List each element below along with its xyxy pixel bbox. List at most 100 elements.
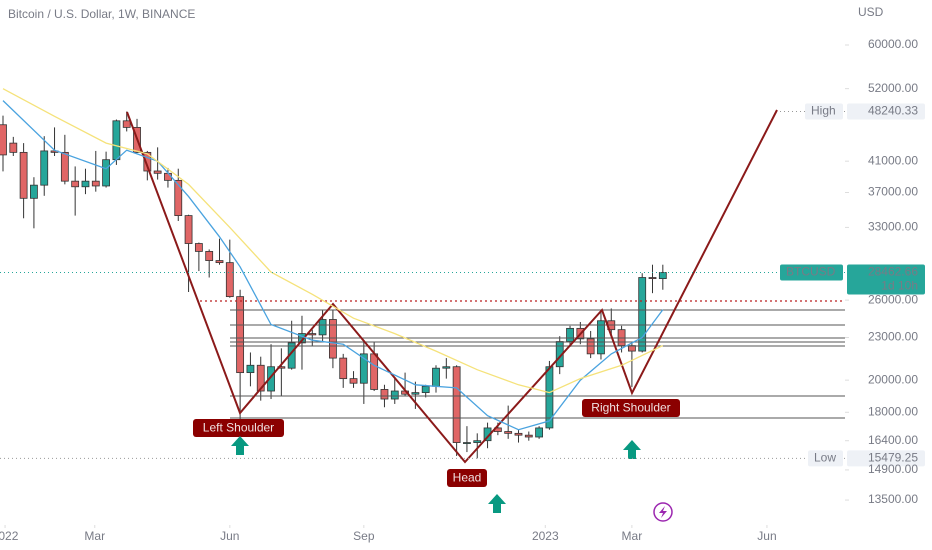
high-value-box [847, 103, 925, 120]
candle-body [81, 180, 90, 188]
x-tick-label: Mar [622, 529, 643, 543]
x-tick-label: 2022 [0, 529, 19, 543]
candle-body [30, 184, 38, 199]
low-label: Low [814, 450, 836, 464]
candle-body [514, 432, 523, 436]
candle-body [658, 272, 667, 280]
y-tick-label: 33000.00 [868, 220, 918, 234]
annotation: Head [453, 471, 482, 485]
high-label: High [811, 104, 836, 118]
candle-body [194, 243, 203, 252]
candle-body [566, 327, 574, 342]
annotation: Left Shoulder [203, 421, 274, 435]
x-tick-label: Jun [220, 529, 239, 543]
candle-body [308, 333, 317, 336]
annotation-box [193, 419, 284, 437]
candle-body [9, 142, 18, 153]
arrow-up [623, 440, 641, 459]
price-tags: High 48240.33 Low 15479.25 BTCUSD 28462.661d … [0, 103, 925, 467]
last-countdown: 1d 10h [881, 279, 918, 293]
y-unit: USD [858, 5, 884, 19]
candle-body [246, 364, 255, 374]
candle-body [225, 262, 234, 298]
candle-body [504, 431, 513, 434]
moving-average [2, 100, 664, 431]
y-tick-label: 13500.00 [868, 492, 918, 506]
y-tick-label: 14900.00 [868, 462, 918, 476]
event-icon-bolt [659, 506, 667, 518]
y-tick-label: 41000.00 [868, 153, 918, 167]
x-tick-label: 2023 [532, 529, 559, 543]
low-value-box [847, 450, 925, 467]
y-tick-label: 18000.00 [868, 404, 918, 418]
arrows [231, 436, 641, 513]
low-value: 15479.25 [868, 450, 918, 464]
candle-body [143, 151, 152, 172]
candle-body [164, 172, 172, 181]
candle-body [256, 364, 265, 392]
candle-body [60, 151, 69, 182]
candle-body [597, 320, 605, 355]
candle-body [40, 150, 49, 186]
last-value-box [847, 264, 925, 295]
candle-body [545, 366, 554, 429]
candle-body [390, 390, 399, 400]
candle-body [463, 442, 471, 444]
candle-body [442, 366, 451, 369]
annotation: Right Shoulder [591, 401, 670, 415]
candle-body [174, 179, 183, 217]
candle-body [267, 366, 275, 392]
x-tick-label: Mar [84, 529, 105, 543]
arrow-up [488, 494, 506, 513]
candle-body [349, 378, 358, 384]
y-tick-label: 26000.00 [868, 292, 918, 306]
candle-body [638, 277, 647, 352]
y-tick-label: 16400.00 [868, 433, 918, 447]
candle-body [411, 392, 420, 395]
support-lines [230, 309, 845, 419]
overlay-layer [2, 88, 664, 431]
candle-body [359, 353, 368, 384]
candle-body [153, 170, 162, 174]
y-tick-label: 23000.00 [868, 330, 918, 344]
candle-body [421, 385, 430, 394]
candle-body [112, 120, 121, 161]
candle-body [432, 367, 440, 387]
candle-body [318, 319, 327, 336]
pattern-line [126, 109, 778, 464]
candle-body [236, 296, 245, 374]
candle-body [215, 260, 224, 264]
chart-title: Bitcoin / U.S. Dollar, 1W, BINANCE [8, 7, 195, 21]
candle-body [370, 353, 379, 390]
candle-body [205, 251, 214, 261]
annotation-box [582, 399, 680, 417]
candle-body [102, 159, 110, 187]
candle-body [524, 434, 533, 438]
candle-body [71, 180, 80, 188]
last-label: BTCUSD [786, 265, 836, 279]
high-value: 48240.33 [868, 104, 918, 118]
candle-body [473, 440, 482, 443]
moving-average [2, 88, 664, 394]
last-label-box [780, 264, 843, 281]
candle-body [535, 427, 544, 438]
candle-body [184, 215, 193, 244]
y-tick-label: 20000.00 [868, 372, 918, 386]
x-tick-label: Jun [757, 529, 776, 543]
candle-body [0, 124, 7, 156]
candle-body [380, 389, 389, 400]
candle-body [452, 366, 461, 443]
y-tick-label: 52000.00 [868, 81, 918, 95]
last-value: 28462.66 [868, 265, 918, 279]
candle-body [339, 357, 348, 380]
candle-body [91, 180, 100, 187]
y-tick-label: 37000.00 [868, 185, 918, 199]
y-tick-label: 60000.00 [868, 37, 918, 51]
low-label-box [808, 450, 843, 467]
candle-body [648, 277, 657, 280]
arrow-up [231, 436, 249, 455]
candle-body [122, 120, 131, 128]
candle-body [19, 151, 28, 199]
x-tick-label: Sep [353, 529, 375, 543]
